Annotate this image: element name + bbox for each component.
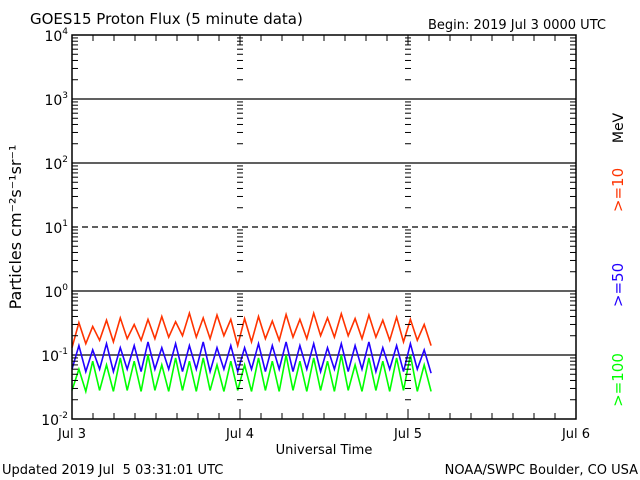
chart-title: GOES15 Proton Flux (5 minute data): [30, 10, 303, 28]
legend-ge10: >=10: [609, 168, 627, 212]
y-tick-label: 10-1: [41, 347, 68, 365]
series-line-ge50: [71, 340, 432, 375]
y-tick-label: 10-2: [41, 411, 68, 429]
y-tick-label: 101: [44, 219, 68, 237]
legend-ge100: >=100: [609, 353, 627, 407]
begin-label: Begin: 2019 Jul 3 0000 UTC: [428, 18, 606, 33]
credit-label: NOAA/SWPC Boulder, CO USA: [445, 463, 638, 478]
x-tick-label: Jul 6: [561, 427, 590, 442]
y-tick-label: 103: [44, 91, 68, 109]
updated-timestamp: Updated 2019 Jul 5 03:31:01 UTC: [2, 463, 223, 478]
y-tick-label: 104: [44, 27, 68, 45]
x-tick-label: Jul 5: [393, 427, 422, 442]
series-line-ge100: [71, 354, 432, 395]
series-line-ge10: [71, 310, 432, 349]
y-axis-label: Particles cm⁻²s⁻¹sr⁻¹: [6, 145, 25, 310]
x-axis-label: Universal Time: [276, 443, 373, 458]
data-series: [71, 310, 432, 395]
grid-lines: [72, 98, 576, 356]
legend-ge50: >=50: [609, 263, 627, 307]
y-tick-label: 102: [44, 155, 68, 173]
x-tick-label: Jul 4: [225, 427, 254, 442]
x-tick-label: Jul 3: [57, 427, 86, 442]
y-tick-label: 100: [44, 283, 68, 301]
legend-unit: MeV: [611, 112, 627, 143]
